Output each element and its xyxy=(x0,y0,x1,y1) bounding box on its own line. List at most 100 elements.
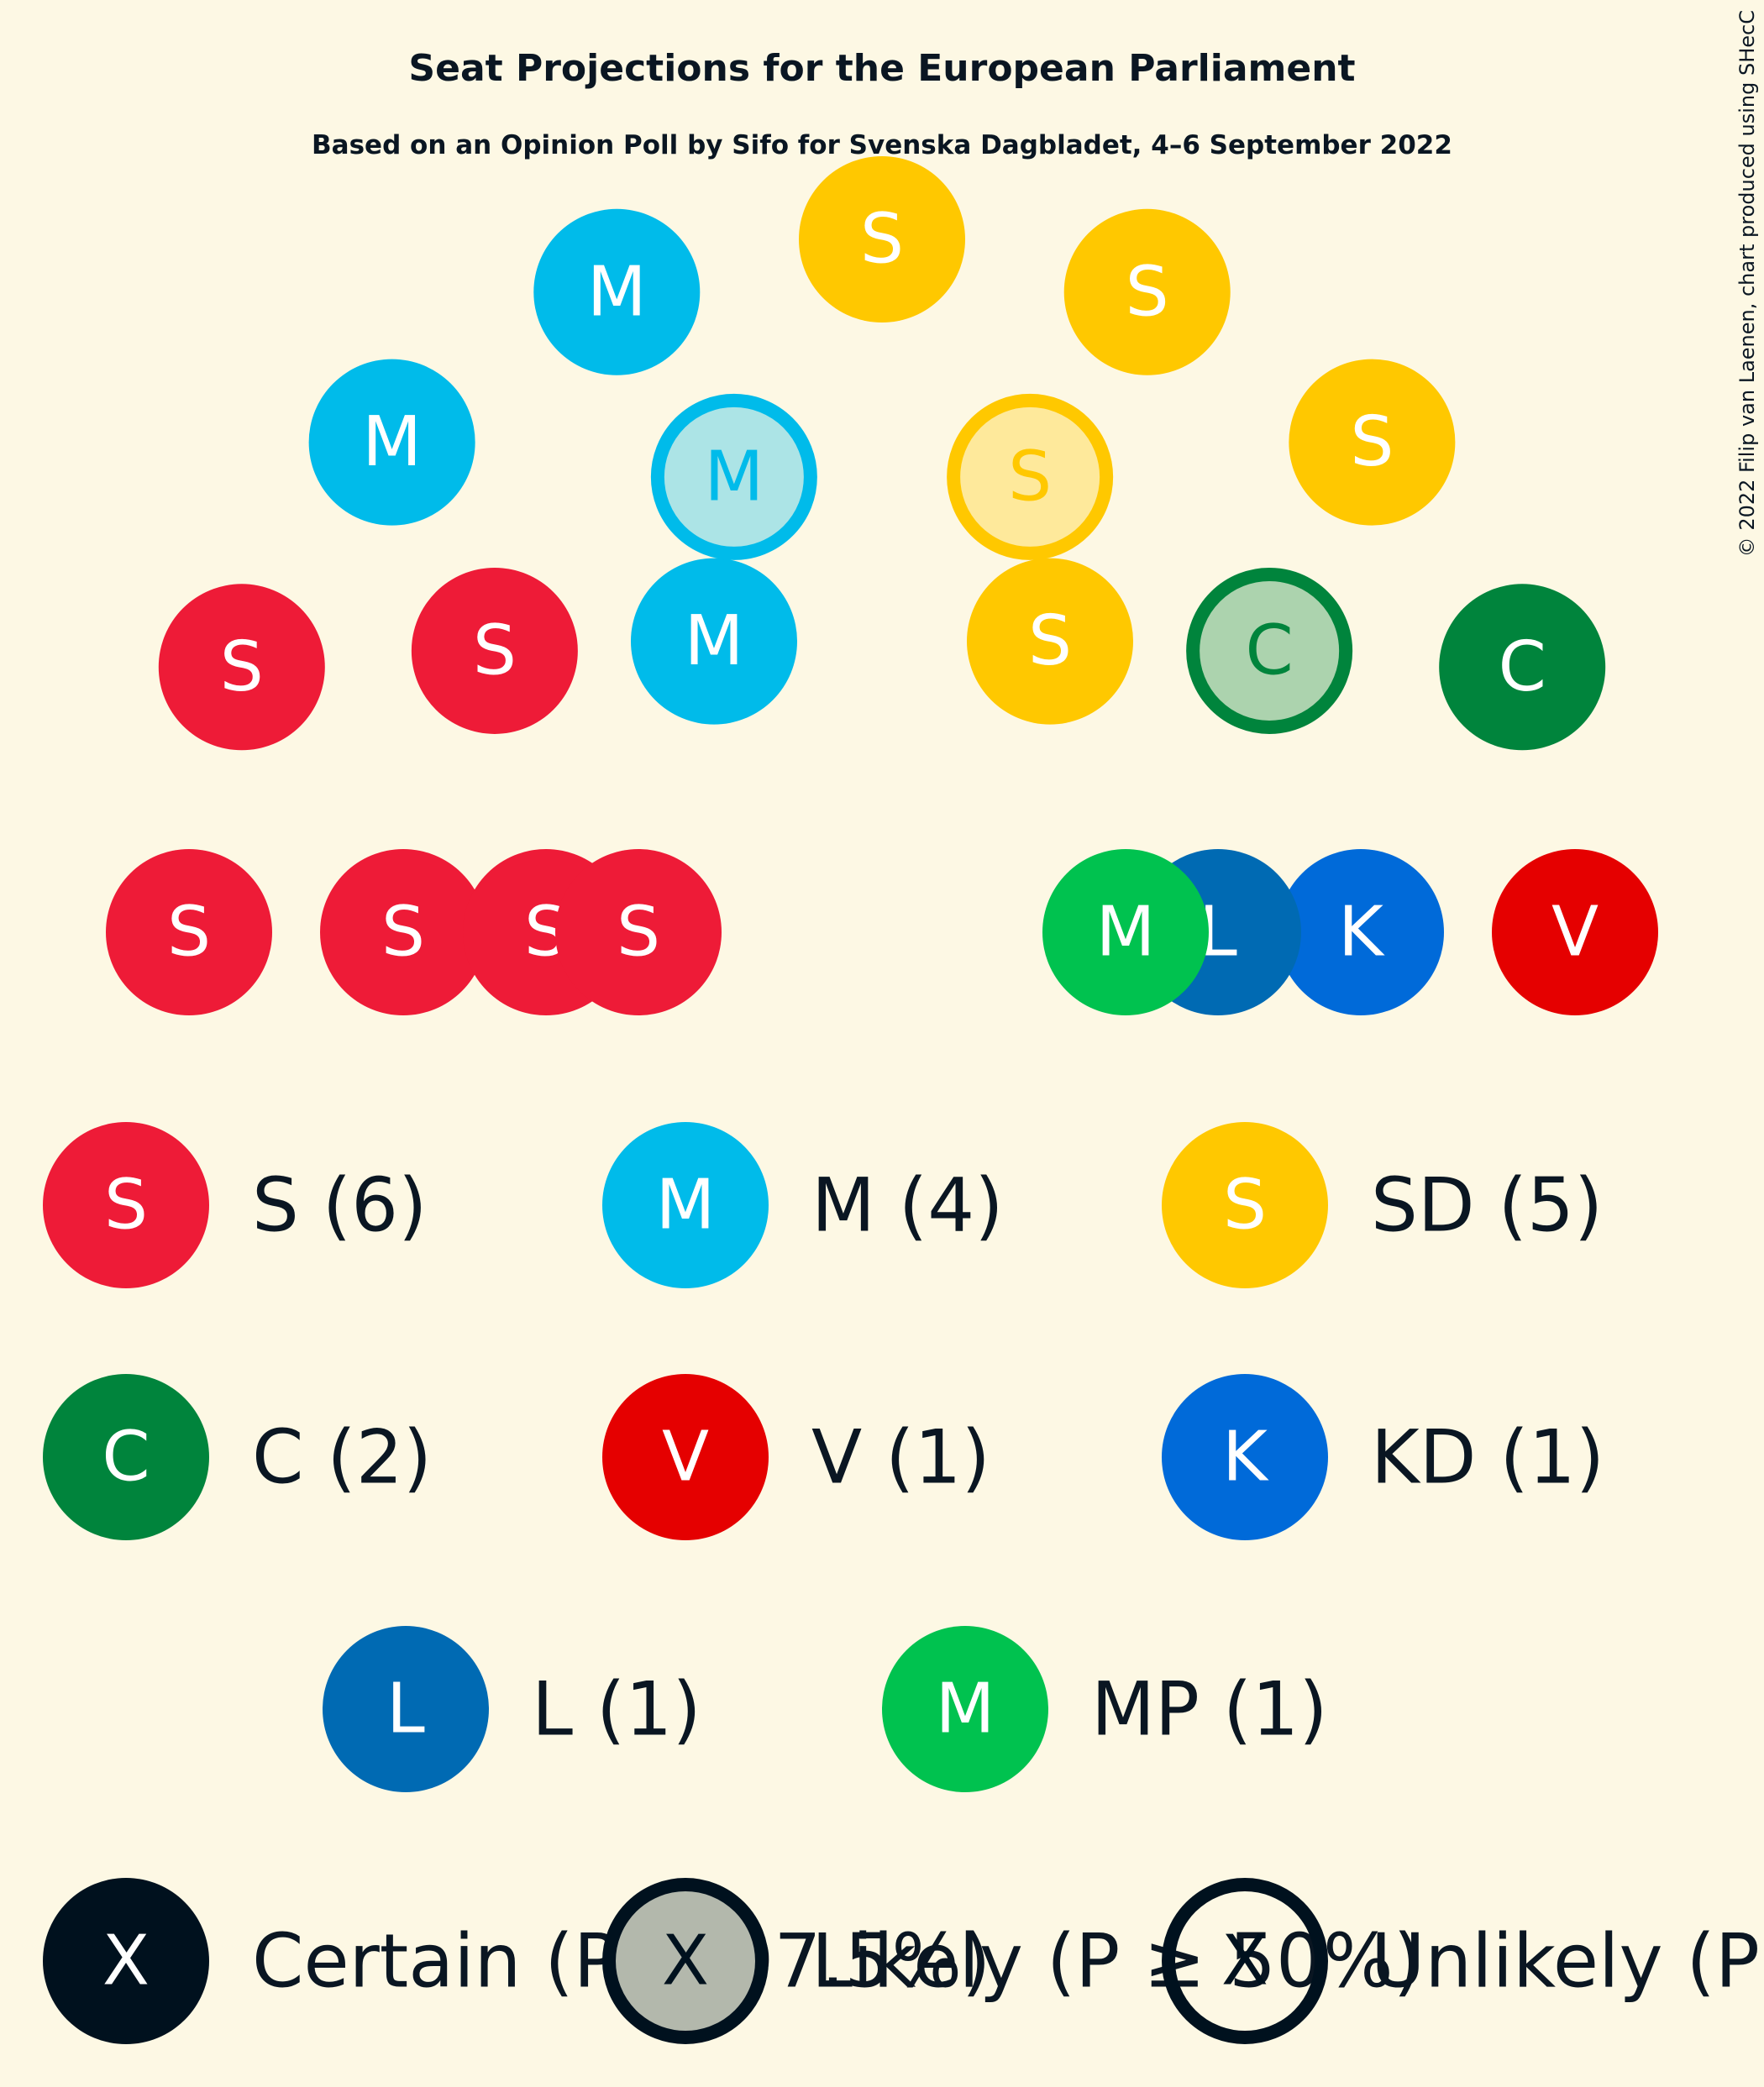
seat-label: S xyxy=(473,611,517,690)
seat-sd: S xyxy=(947,393,1114,560)
legend-item-mp: M MP (1) xyxy=(882,1626,1328,1792)
status-marker-letter: X xyxy=(662,1922,709,2001)
legend-marker-letter: C xyxy=(102,1418,150,1497)
legend-marker-letter: S xyxy=(104,1166,148,1245)
seat-m: M xyxy=(650,393,817,560)
legend-marker-letter: K xyxy=(1222,1418,1269,1497)
seat-marker xyxy=(1289,359,1456,526)
seat-marker xyxy=(1278,849,1444,1015)
seat-marker xyxy=(631,558,797,725)
seat-marker xyxy=(308,359,475,526)
seat-sd: S xyxy=(1063,208,1231,375)
seat-s: S xyxy=(555,849,722,1015)
status-legend-unlikely: X Unlikely (P < 50%) xyxy=(1162,1878,1764,2044)
seat-sd: S xyxy=(799,156,965,322)
seat-marker xyxy=(967,558,1133,725)
legend-item-v: V V (1) xyxy=(602,1374,990,1540)
legend-label: C (2) xyxy=(252,1414,432,1501)
legend-marker xyxy=(43,1122,209,1288)
legend-label: M (4) xyxy=(811,1162,1004,1249)
seat-label: M xyxy=(587,252,647,332)
seat-label: S xyxy=(167,893,211,973)
seat-s: S xyxy=(411,567,578,734)
legend-marker xyxy=(602,1374,769,1540)
legend-item-kd: K KD (1) xyxy=(1162,1374,1604,1540)
legend-marker xyxy=(882,1626,1048,1792)
seat-label: S xyxy=(381,893,425,973)
seat-marker xyxy=(320,849,486,1015)
seat-s: S xyxy=(158,584,325,751)
seat-marker xyxy=(1042,849,1209,1015)
seat-marker xyxy=(106,849,272,1015)
status-legend-label: Unlikely (P < 50%) xyxy=(1371,1918,1764,2005)
seat-label: S xyxy=(860,200,904,280)
seat-label: S xyxy=(1126,252,1169,332)
legend-marker-letter: L xyxy=(386,1670,425,1749)
status-marker xyxy=(43,1878,209,2044)
seat-marker xyxy=(1063,208,1231,375)
legend-marker xyxy=(323,1626,489,1792)
seat-label: S xyxy=(220,627,264,707)
seat-m: M xyxy=(308,359,475,526)
seat-label: M xyxy=(685,601,744,681)
seat-v: V xyxy=(1492,849,1658,1015)
seat-label: C xyxy=(1499,627,1546,707)
legend-label: V (1) xyxy=(811,1414,990,1501)
seat-marker xyxy=(1439,584,1606,751)
seat-marker xyxy=(799,156,965,322)
seat-marker xyxy=(533,208,701,375)
legend-label: KD (1) xyxy=(1371,1414,1604,1501)
legend-label: MP (1) xyxy=(1091,1666,1328,1753)
status-marker xyxy=(602,1878,769,2044)
seat-label: M xyxy=(1096,893,1156,973)
legend-label: SD (5) xyxy=(1371,1162,1603,1249)
status-legend-label: Likely (P ≥ 50%) xyxy=(811,1918,1422,2005)
legend-item-c: C C (2) xyxy=(43,1374,432,1540)
seat-s: S xyxy=(320,849,486,1015)
seat-label: S xyxy=(1008,437,1052,517)
seat-s: S xyxy=(106,849,272,1015)
seat-marker xyxy=(1492,849,1658,1015)
seat-label: S xyxy=(1028,601,1072,681)
seat-label: K xyxy=(1338,893,1385,973)
seat-label: C xyxy=(1246,611,1294,690)
seat-label: M xyxy=(362,402,422,482)
legend-marker-letter: M xyxy=(936,1670,995,1749)
seat-mp: M xyxy=(1042,849,1209,1015)
legend-label: S (6) xyxy=(252,1162,427,1249)
status-marker-letter: X xyxy=(102,1922,150,2001)
seat-sd: S xyxy=(1289,359,1456,526)
seat-kd: K xyxy=(1278,849,1444,1015)
legend-marker-letter: M xyxy=(656,1166,716,1245)
seat-label: S xyxy=(1350,402,1394,482)
legend-marker xyxy=(1162,1374,1328,1540)
chart-subtitle: Based on an Opinion Poll by Sifo for Sve… xyxy=(312,130,1452,160)
legend-label: L (1) xyxy=(532,1666,701,1753)
seat-label: S xyxy=(617,893,660,973)
legend-marker xyxy=(602,1122,769,1288)
chart-credit: © 2022 Filip van Laenen, chart produced … xyxy=(1735,10,1759,557)
seat-label: V xyxy=(1551,893,1599,973)
legend-marker xyxy=(1162,1122,1328,1288)
seat-sd: S xyxy=(967,558,1133,725)
seat-m: M xyxy=(631,558,797,725)
chart-title: Seat Projections for the European Parlia… xyxy=(408,47,1355,90)
seat-marker xyxy=(1186,567,1353,734)
seat-c: C xyxy=(1439,584,1606,751)
legend-item-m: M M (4) xyxy=(602,1122,1004,1288)
status-marker-letter: X xyxy=(1221,1922,1268,2001)
legend-item-s: S S (6) xyxy=(43,1122,427,1288)
seat-marker xyxy=(650,393,817,560)
status-marker xyxy=(1162,1878,1328,2044)
legend-marker-letter: V xyxy=(662,1418,709,1497)
seat-marker xyxy=(947,393,1114,560)
legend-item-l: L L (1) xyxy=(323,1626,701,1792)
seat-c: C xyxy=(1186,567,1353,734)
legend-marker xyxy=(43,1374,209,1540)
legend-item-sd: S SD (5) xyxy=(1162,1122,1603,1288)
seat-marker xyxy=(411,567,578,734)
